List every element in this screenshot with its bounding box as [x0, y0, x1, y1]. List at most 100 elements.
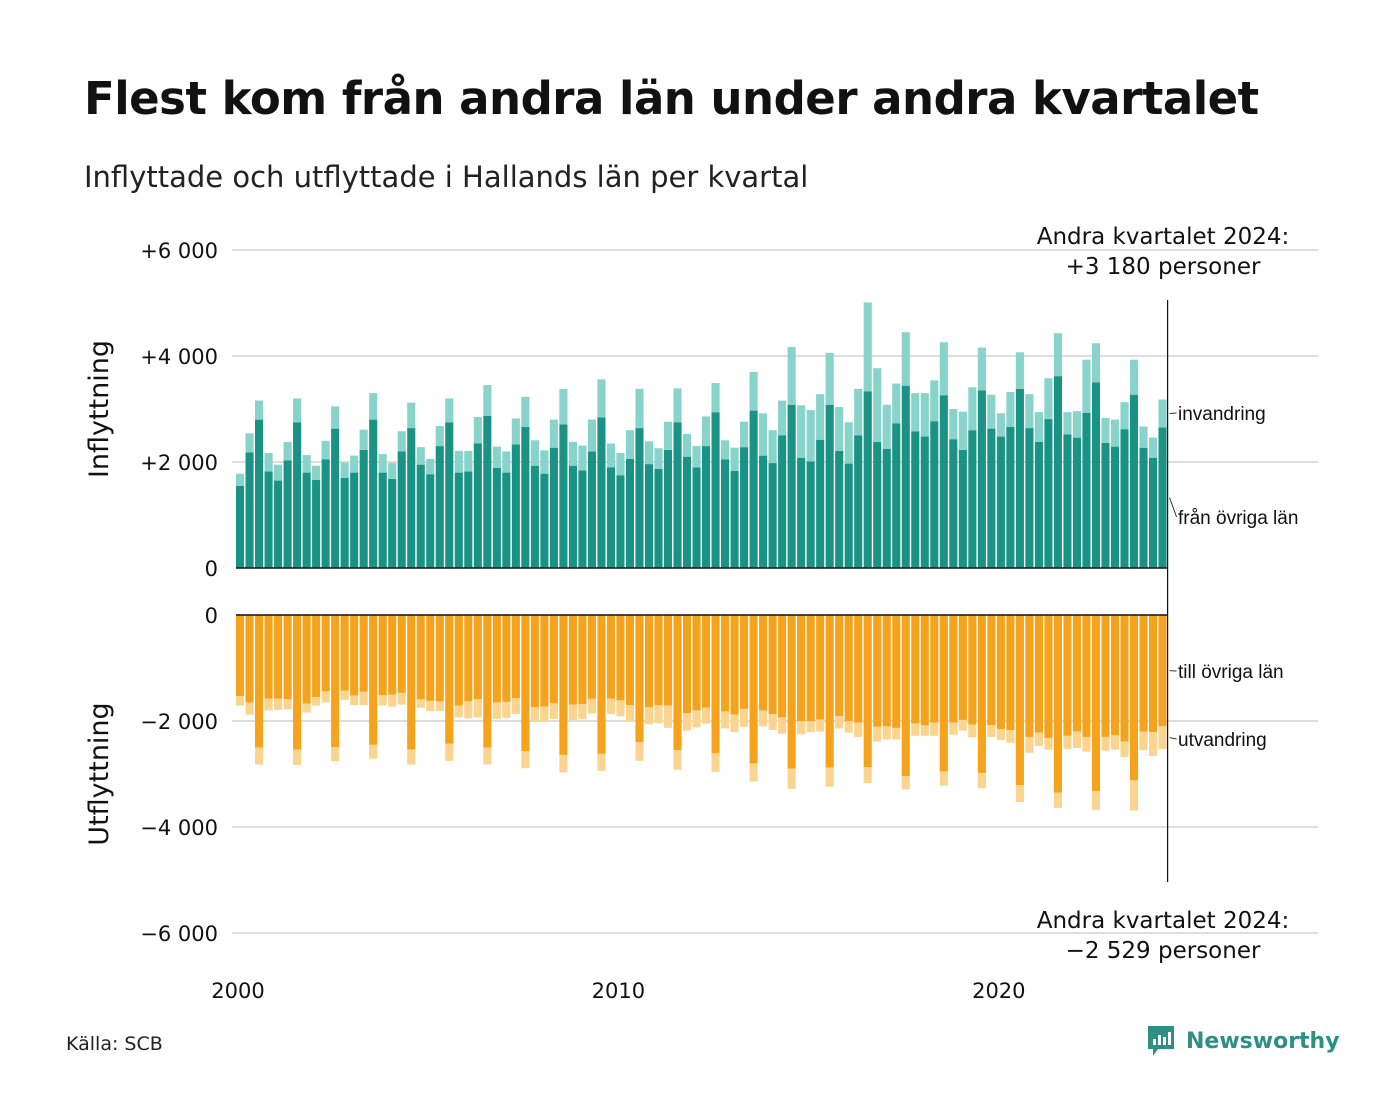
bar-segment — [540, 450, 549, 474]
bar-segment — [863, 302, 872, 392]
bar-segment — [996, 728, 1005, 741]
bar-segment — [1072, 615, 1082, 732]
bar-segment — [378, 615, 387, 696]
bar-segment — [1082, 359, 1091, 413]
bar-segment — [958, 615, 967, 720]
bar-segment — [530, 707, 539, 723]
bar-segment — [321, 459, 330, 568]
bar-segment — [873, 441, 882, 568]
bar-segment — [255, 400, 264, 420]
bar-segment — [835, 450, 844, 568]
bar-segment — [407, 615, 416, 750]
bar-segment — [587, 698, 596, 714]
bar-segment — [939, 342, 948, 396]
bar-segment — [340, 615, 349, 691]
bar-segment — [435, 446, 444, 568]
bar-segment — [673, 750, 682, 770]
bar-segment — [854, 435, 863, 568]
bar-segment — [768, 430, 777, 464]
chart-title: Flest kom från andra län under andra kva… — [84, 72, 1259, 125]
bar-segment — [663, 705, 673, 728]
bar-segment — [511, 698, 520, 715]
annotation-text: Andra kvartalet 2024: — [1037, 224, 1290, 250]
bar-segment — [625, 705, 635, 721]
bar-segment — [825, 615, 834, 768]
bar-segment — [454, 450, 463, 473]
bar-segment — [939, 771, 948, 786]
bar-segment — [987, 725, 996, 737]
bar-segment — [854, 615, 863, 723]
bar-segment — [740, 421, 749, 448]
bar-segment — [1110, 735, 1120, 750]
bar-segment — [835, 406, 844, 451]
bar-segment — [473, 416, 482, 444]
bar-segment — [331, 406, 340, 429]
bar-segment — [597, 379, 606, 418]
bar-segment — [530, 615, 539, 708]
bar-segment — [606, 698, 616, 715]
grid-lines — [232, 249, 1318, 934]
bar-segment — [511, 444, 520, 568]
bar-segment — [483, 385, 492, 416]
bar-segment — [568, 615, 577, 705]
bar-segment — [578, 615, 587, 705]
bar-segment — [293, 749, 302, 765]
bar-segment — [521, 615, 530, 752]
bar-segment — [445, 422, 454, 568]
bar-segment — [616, 615, 625, 701]
bar-segment — [473, 615, 482, 700]
bar-segment — [749, 763, 758, 782]
bar-segment — [702, 416, 711, 447]
bar-segment — [464, 450, 473, 472]
bar-segment — [1006, 392, 1015, 428]
bar-segment — [378, 454, 387, 473]
bar-segment — [977, 347, 986, 391]
bar-segment — [1110, 419, 1120, 447]
bar-segment — [264, 698, 273, 711]
bar-segment — [844, 721, 853, 733]
bar-segment — [264, 615, 273, 699]
bar-segment — [1148, 437, 1158, 458]
bar-segment — [549, 447, 558, 568]
bar-segment — [787, 768, 796, 789]
bar-segment — [797, 457, 806, 568]
bar-segment — [996, 436, 1005, 568]
bar-segment — [492, 702, 501, 719]
bar-segment — [559, 754, 568, 773]
bar-segment — [302, 472, 311, 568]
bar-segment — [702, 707, 711, 724]
bar-segment — [625, 430, 635, 459]
bar-segment — [521, 751, 530, 769]
y-axis-label: Inflyttning — [84, 340, 115, 478]
bar-segment — [892, 383, 901, 424]
bar-segment — [559, 615, 568, 755]
bar-segment — [1101, 442, 1110, 568]
bar-segment — [293, 422, 302, 568]
bar-segment — [245, 452, 254, 568]
bar-segment — [977, 772, 986, 789]
bar-segment — [350, 472, 359, 568]
bar-segment — [692, 467, 701, 568]
y-tick-label: +2 000 — [140, 451, 218, 475]
bar-segment — [530, 440, 539, 466]
bar-segment — [1015, 352, 1024, 389]
bar-segment — [721, 459, 730, 568]
bar-segment — [977, 390, 986, 568]
bar-segment — [654, 705, 663, 724]
bar-segment — [1110, 615, 1120, 736]
bar-segment — [302, 615, 311, 704]
bar-segment — [711, 753, 720, 772]
bar-segment — [587, 451, 596, 568]
bar-segment — [492, 615, 501, 703]
bar-segment — [1034, 615, 1043, 733]
bar-segment — [435, 701, 444, 711]
bar-segment — [1091, 343, 1101, 383]
bar-segment — [1129, 394, 1139, 568]
bar-segment — [635, 428, 644, 568]
bar-segment — [949, 409, 958, 440]
bar-segment — [692, 615, 701, 711]
series-label-connector — [1169, 737, 1177, 740]
bar-segment — [663, 615, 673, 706]
bar-segment — [1063, 412, 1072, 435]
bar-segment — [426, 700, 435, 711]
